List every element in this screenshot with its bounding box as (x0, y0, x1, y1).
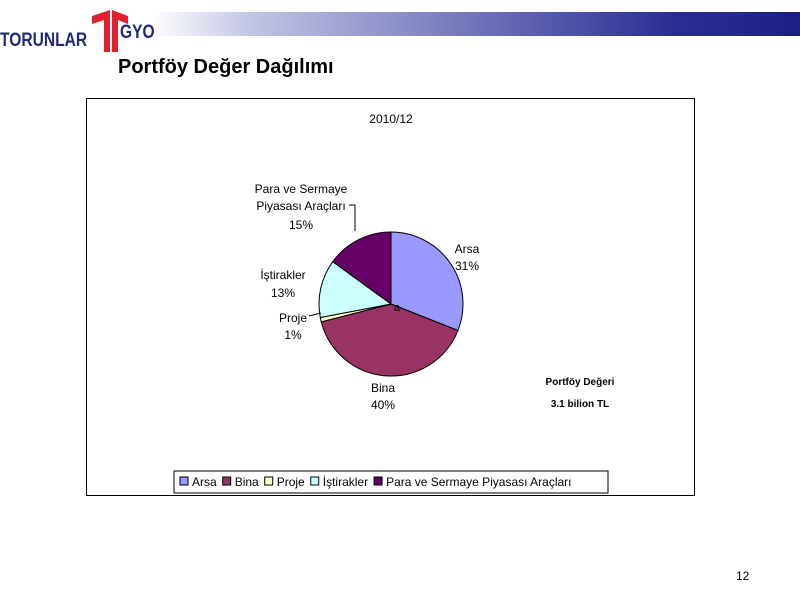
legend-border (173, 470, 609, 494)
pie-slice-istirakler (318, 260, 393, 319)
legend-swatch-proje (264, 476, 274, 486)
slice-label-para-value: 15% (289, 218, 313, 232)
legend-item-istirakler: İştirakler (310, 475, 368, 489)
pie-slice-arsa (390, 231, 464, 332)
slice-label-proje-value: 1% (284, 328, 302, 342)
leader-line-para (349, 204, 356, 231)
legend: Arsa Bina Proje İştirakler Para ve Sermaye P… (173, 470, 609, 494)
legend-swatch-para (373, 476, 383, 486)
slice-label-proje: Proje 1% (279, 311, 307, 342)
pie-slice-bina (320, 303, 459, 377)
legend-swatch-istirakler (310, 476, 320, 486)
legend-item-bina: Bina (222, 475, 259, 489)
header-gradient-band (150, 12, 800, 36)
slice-label-istirakler-name: İştirakler (260, 268, 305, 282)
legend-item-arsa: Arsa (179, 475, 217, 489)
pie-slices (318, 231, 464, 377)
logo-brand-right: GYO (120, 22, 155, 43)
slice-label-arsa-value: 31% (455, 259, 479, 273)
slice-label-istirakler-value: 13% (271, 286, 295, 300)
slice-label-arsa: Arsa 31% (455, 242, 480, 273)
slice-label-proje-name: Proje (279, 311, 307, 325)
chart-frame: 2010/12 a Arsa 31% Bina 40% Proje 1% İşt… (86, 98, 695, 496)
legend-swatch-bina (222, 476, 232, 486)
slice-label-bina: Bina 40% (371, 381, 395, 412)
slice-label-bina-value: 40% (371, 398, 395, 412)
annotation-value: 3.1 bilion TL (551, 399, 609, 410)
page-title: Portföy Değer Dağılımı (118, 56, 334, 78)
legend-item-para: Para ve Sermaye Piyasası Araçları (373, 475, 572, 489)
center-marker: a (394, 302, 401, 314)
legend-items: Arsa Bina Proje İştirakler Para ve Sermaye P… (179, 475, 572, 489)
page-number: 12 (736, 569, 750, 583)
legend-label-para: Para ve Sermaye Piyasası Araçları (386, 475, 571, 489)
logo-mark-icon (92, 10, 128, 52)
legend-label-istirakler: İştirakler (323, 475, 368, 489)
legend-swatch-arsa (179, 476, 189, 486)
slice-label-para-line1: Para ve Sermaye (255, 182, 348, 196)
logo-brand-left: TORUNLAR (0, 30, 88, 51)
slice-label-para-line2: Piyasası Araçları (256, 199, 345, 213)
legend-label-bina: Bina (235, 475, 259, 489)
chart-title: 2010/12 (369, 112, 413, 126)
pie-slice-para (332, 231, 392, 305)
slice-label-bina-name: Bina (371, 381, 395, 395)
pie-chart: 2010/12 a Arsa 31% Bina 40% Proje 1% İşt… (173, 112, 615, 494)
slice-label-para: Para ve Sermaye Piyasası Araçları 15% (255, 182, 348, 232)
company-logo: TORUNLAR GYO (0, 8, 160, 58)
legend-item-proje: Proje (264, 475, 305, 489)
slice-label-arsa-name: Arsa (455, 242, 480, 256)
annotation-portfoy-degeri: Portföy Değeri (546, 377, 615, 388)
leader-line-proje (308, 312, 322, 317)
legend-label-arsa: Arsa (192, 475, 217, 489)
slice-label-istirakler: İştirakler 13% (260, 268, 305, 300)
legend-label-proje: Proje (277, 475, 305, 489)
